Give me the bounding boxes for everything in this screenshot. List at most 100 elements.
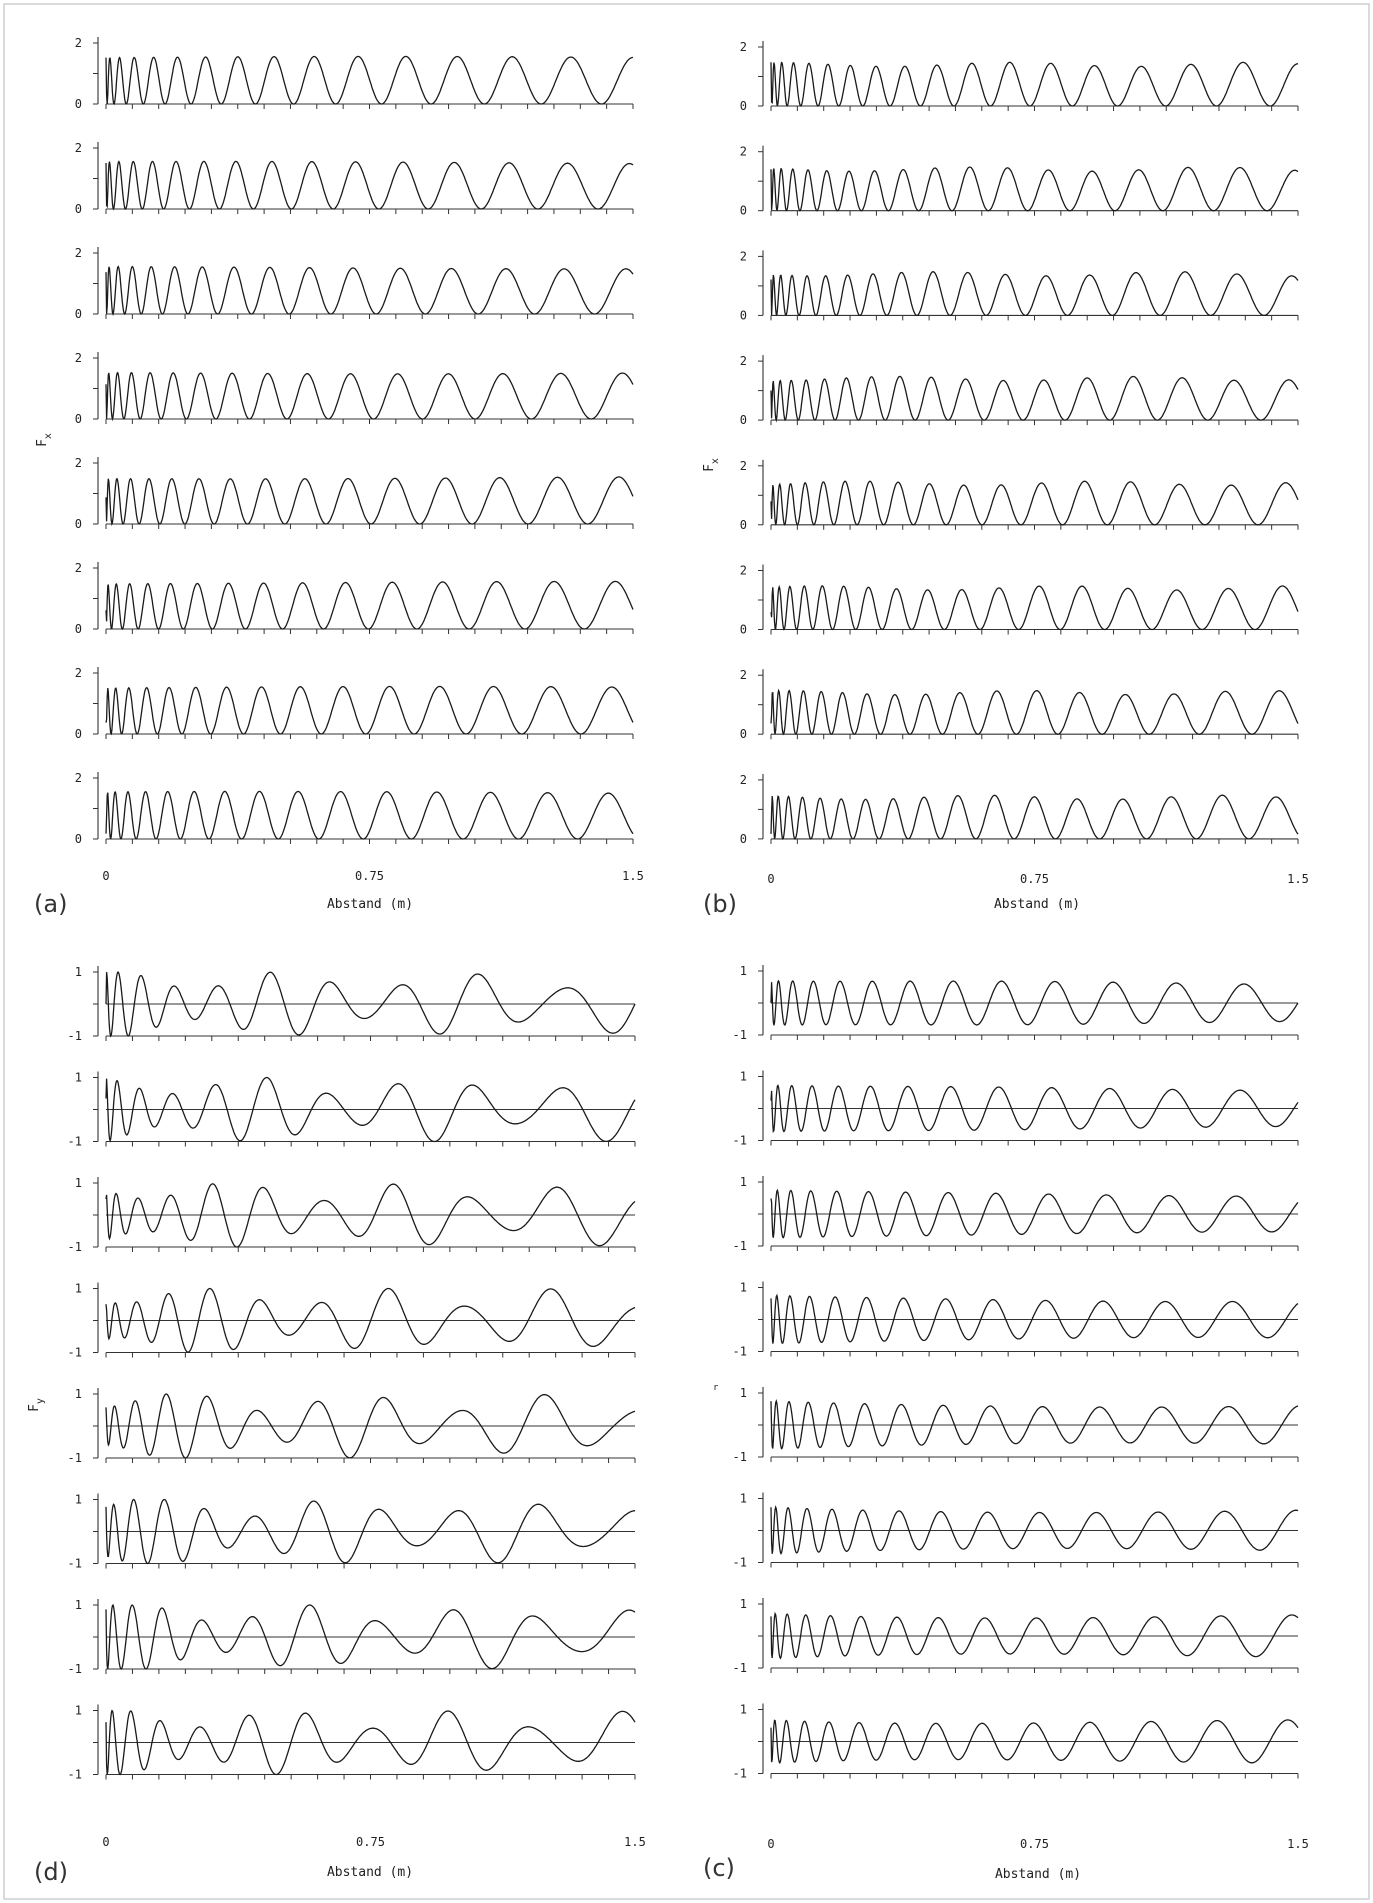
- series-line: [105, 1287, 636, 1353]
- y-tick-label: 1: [75, 1176, 82, 1190]
- panel-a-trace-7: 20: [75, 666, 634, 741]
- series-line: [105, 1076, 636, 1143]
- x-tick-label-1: 0: [102, 1835, 109, 1849]
- x-tick-label-2: 0.75: [355, 869, 384, 883]
- y-tick-label: 0: [75, 832, 82, 846]
- panel-a-ylabel-main: F: [35, 439, 50, 447]
- y-tick-label: 2: [75, 771, 82, 785]
- panel-d-trace-8: 1 -1: [68, 1704, 636, 1782]
- series-line: [770, 794, 1299, 841]
- y-tick-label: -1: [733, 1239, 747, 1253]
- y-tick-label: 0: [740, 518, 747, 532]
- series-line: [105, 160, 634, 211]
- y-tick-label: 0: [740, 623, 747, 637]
- figure-border: [3, 3, 1370, 1900]
- series-line: [770, 1504, 1299, 1555]
- panel-b-ylabel: Fx: [702, 458, 721, 472]
- y-tick-label: -1: [68, 1135, 82, 1149]
- y-tick-label: 1: [740, 1281, 747, 1295]
- y-tick-label: -1: [68, 1240, 82, 1254]
- series-line: [770, 480, 1299, 526]
- panel-c-trace-6: 1 -1: [733, 1492, 1299, 1570]
- y-tick-label: 1: [75, 1493, 82, 1507]
- panel-a-trace-1: 20: [75, 36, 634, 111]
- panel-a-trace-8: 20: [75, 771, 634, 846]
- panel-b-label: (b): [703, 890, 737, 918]
- panel-d-ylabel-main: F: [27, 1404, 42, 1412]
- panel-c-trace-5: 1 -1: [733, 1386, 1299, 1464]
- panel-c: (c) Abstand (m) r 1-11-11-11-11-11-11-11…: [703, 964, 1309, 1882]
- panel-c-trace-8: 1 -1: [733, 1703, 1299, 1781]
- panel-c-trace-7: 1 -1: [733, 1597, 1299, 1675]
- y-tick-label: 2: [740, 145, 747, 159]
- y-tick-label: 1: [740, 1070, 747, 1084]
- series-line: [105, 55, 633, 106]
- panel-b-ylabel-main: F: [702, 464, 717, 472]
- panel-b-ylabel-sub: x: [710, 458, 721, 464]
- y-tick-label: 0: [740, 204, 747, 218]
- y-tick-label: -1: [68, 1557, 82, 1571]
- series-line: [770, 1188, 1299, 1239]
- y-tick-label: 2: [75, 351, 82, 365]
- x-tick-label-3: 1.5: [622, 869, 644, 883]
- series-line: [105, 1709, 636, 1776]
- y-tick-label: 2: [75, 141, 82, 155]
- panel-b-trace-5: 20: [740, 459, 1299, 532]
- panel-a-trace-6: 20: [75, 561, 634, 636]
- series-line: [770, 61, 1298, 107]
- panel-c-trace-3: 1 -1: [733, 1175, 1299, 1253]
- series-line: [770, 979, 1299, 1026]
- series-line: [105, 1183, 636, 1248]
- panel-d-trace-6: 1 -1: [68, 1493, 636, 1571]
- y-tick-label: 2: [75, 36, 82, 50]
- y-tick-label: 0: [740, 832, 747, 846]
- y-tick-label: 1: [75, 965, 82, 979]
- x-tick-label-3: 1.5: [1287, 1837, 1309, 1851]
- x-tick-label-1: 0: [102, 869, 109, 883]
- panel-d-ylabel-sub: y: [35, 1398, 46, 1404]
- series-line: [105, 1604, 636, 1670]
- panel-a-trace-5: 20: [75, 456, 634, 531]
- y-tick-label: -1: [68, 1662, 82, 1676]
- panel-b-trace-7: 20: [740, 668, 1299, 741]
- y-tick-label: 2: [75, 561, 82, 575]
- panel-b-trace-6: 20: [740, 564, 1299, 637]
- panel-d-trace-1: 1 -1: [68, 965, 636, 1043]
- x-tick-label-1: 0: [767, 1837, 774, 1851]
- panel-d-ylabel: Fy: [27, 1398, 46, 1412]
- x-tick-label-2: 0.75: [1020, 872, 1049, 886]
- panel-d-label: (d): [34, 1858, 68, 1886]
- y-tick-label: 0: [740, 308, 747, 322]
- series-line: [770, 1399, 1299, 1450]
- series-line: [105, 1393, 636, 1459]
- y-tick-label: 0: [740, 727, 747, 741]
- y-tick-label: -1: [68, 1029, 82, 1043]
- y-tick-label: 0: [75, 412, 82, 426]
- series-line: [770, 1084, 1299, 1134]
- y-tick-label: 2: [740, 249, 747, 263]
- x-tick-label-2: 0.75: [356, 1835, 385, 1849]
- panel-a-xlabel: Abstand (m): [327, 897, 413, 912]
- y-tick-label: 1: [740, 1175, 747, 1189]
- series-line: [105, 790, 634, 840]
- y-tick-label: -1: [733, 1345, 747, 1359]
- y-tick-label: -1: [733, 1450, 747, 1464]
- y-tick-label: 0: [75, 202, 82, 216]
- y-tick-label: 1: [75, 1598, 82, 1612]
- series-line: [770, 584, 1299, 631]
- y-tick-label: 0: [75, 727, 82, 741]
- panel-c-ylabel-fragment: r: [713, 1383, 719, 1393]
- panel-c-trace-2: 1 -1: [733, 1070, 1299, 1148]
- panel-a-ylabel: Fx: [35, 433, 54, 447]
- y-tick-label: 1: [75, 1282, 82, 1296]
- series-line: [105, 371, 634, 422]
- x-tick-label-3: 1.5: [624, 1835, 646, 1849]
- y-tick-label: 2: [75, 246, 82, 260]
- series-line: [105, 580, 634, 631]
- y-tick-label: 2: [75, 456, 82, 470]
- y-tick-label: -1: [733, 1134, 747, 1148]
- x-tick-label-2: 0.75: [1020, 1837, 1049, 1851]
- series-line: [770, 1719, 1299, 1765]
- panel-d-trace-5: 1 -1: [68, 1387, 636, 1465]
